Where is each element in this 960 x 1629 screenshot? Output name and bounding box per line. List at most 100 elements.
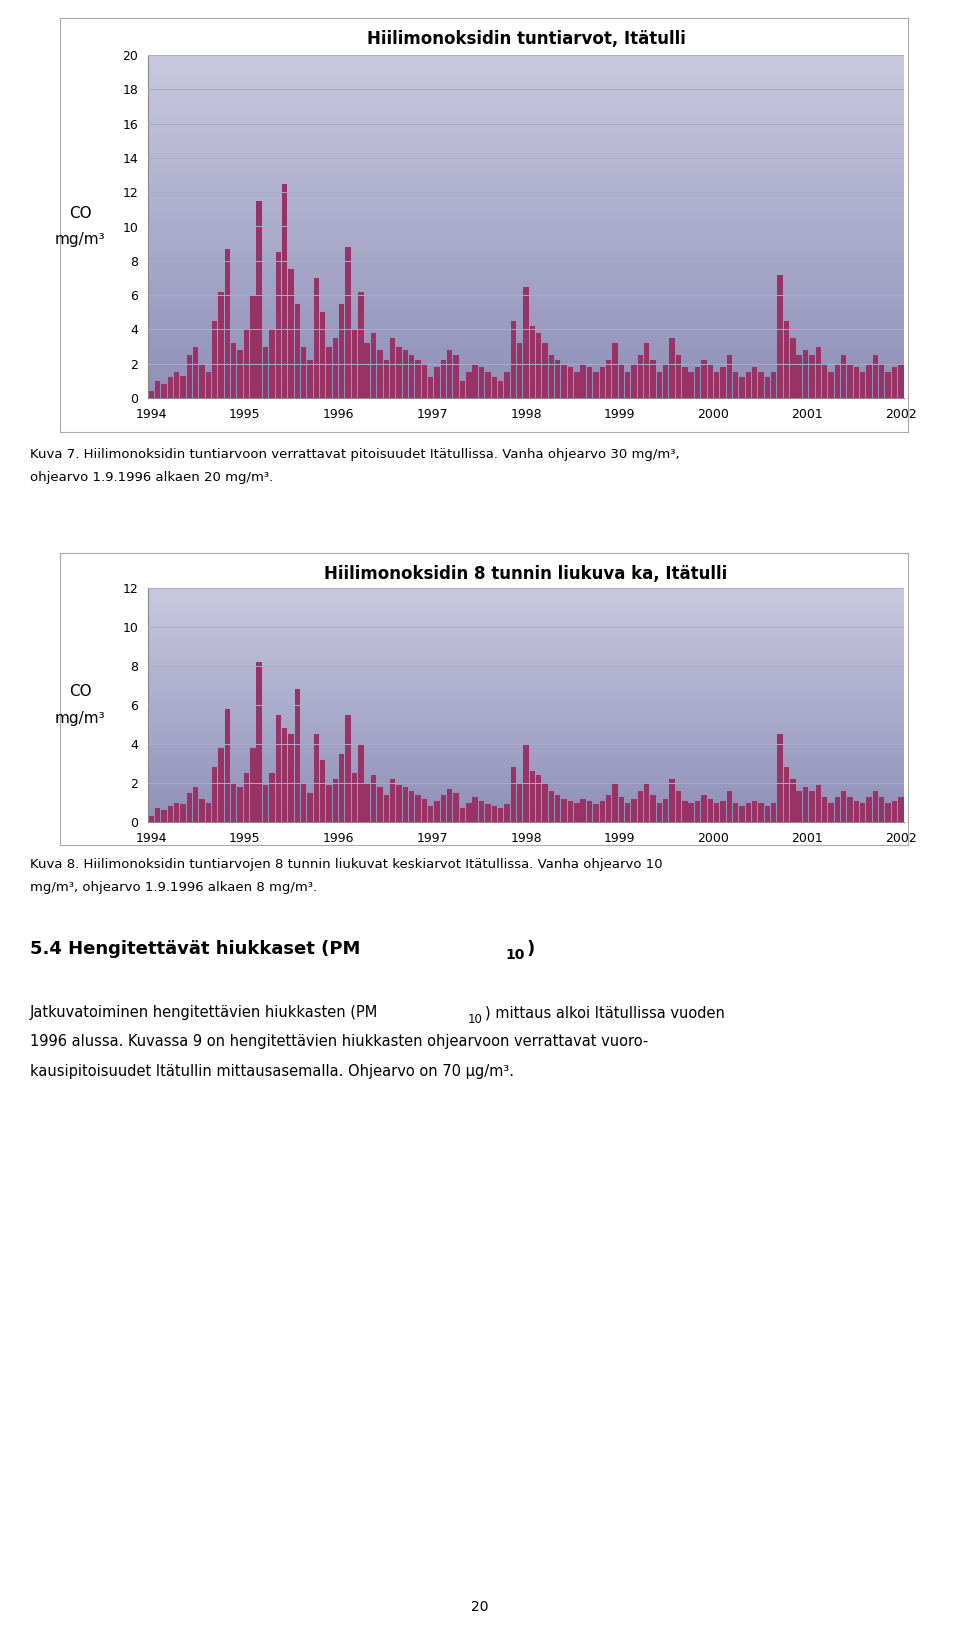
Bar [168,378,173,397]
Bar [225,249,230,397]
Bar [346,248,350,397]
Bar [600,800,605,823]
Bar [193,787,199,823]
Bar [276,715,281,823]
Bar [416,795,420,823]
Bar [739,378,745,397]
Bar [409,790,415,823]
Bar [593,373,599,397]
Bar [237,350,243,397]
Bar [732,373,738,397]
Bar [511,321,516,397]
Bar [841,355,847,397]
Bar [618,797,624,823]
Bar [295,303,300,397]
Bar [434,800,440,823]
Bar [688,373,694,397]
Bar [231,784,236,823]
Bar [485,805,491,823]
Bar [434,367,440,397]
Bar [149,816,154,823]
Bar [453,355,459,397]
Bar [200,363,204,397]
Bar [899,363,903,397]
Bar [637,790,643,823]
Bar [866,363,872,397]
Bar [873,355,878,397]
Bar [428,378,433,397]
Bar [816,785,821,823]
Bar [428,806,433,823]
Bar [339,754,345,823]
Bar [701,360,707,397]
Bar [200,798,204,823]
Bar [447,350,452,397]
Bar [567,367,573,397]
Bar [300,784,306,823]
Text: 10: 10 [505,948,524,963]
Bar [269,774,275,823]
Text: CO: CO [69,205,91,222]
Bar [326,785,332,823]
Text: ohjearvo 1.9.1996 alkaen 20 mg/m³.: ohjearvo 1.9.1996 alkaen 20 mg/m³. [30,471,274,484]
Bar [758,803,764,823]
Text: 10: 10 [468,1013,483,1026]
Bar [282,728,287,823]
Bar [625,803,631,823]
Bar [225,709,230,823]
Bar [314,279,319,397]
Bar [485,373,491,397]
Text: 20: 20 [471,1600,489,1614]
Bar [467,803,471,823]
Bar [193,347,199,397]
Bar [618,363,624,397]
Bar [574,803,580,823]
Bar [885,803,891,823]
Bar [460,808,466,823]
Bar [567,800,573,823]
Bar [892,367,898,397]
Bar [168,806,173,823]
Bar [244,329,250,397]
Bar [695,367,700,397]
Bar [797,790,802,823]
Bar [644,344,649,397]
Bar [472,363,478,397]
Bar [746,803,751,823]
Bar [371,332,376,397]
Bar [695,800,700,823]
Bar [174,803,180,823]
Bar [587,800,592,823]
Bar [174,373,180,397]
Text: Hiilimonoksidin 8 tunnin liukuva ka, Itätulli: Hiilimonoksidin 8 tunnin liukuva ka, Itä… [324,565,728,583]
Bar [625,373,631,397]
Text: Kuva 8. Hiilimonoksidin tuntiarvojen 8 tunnin liukuvat keskiarvot Itätullissa. V: Kuva 8. Hiilimonoksidin tuntiarvojen 8 t… [30,858,662,872]
Bar [441,360,446,397]
Bar [212,321,217,397]
Bar [790,337,796,397]
Bar [351,329,357,397]
Bar [860,803,865,823]
Bar [848,797,852,823]
Bar [612,784,617,823]
Bar [562,798,566,823]
Bar [637,355,643,397]
Text: mg/m³, ohjearvo 1.9.1996 alkaen 8 mg/m³.: mg/m³, ohjearvo 1.9.1996 alkaen 8 mg/m³. [30,881,317,894]
Bar [600,367,605,397]
Bar [504,805,510,823]
Bar [365,344,370,397]
Bar [390,779,396,823]
Bar [371,775,376,823]
Bar [402,350,408,397]
Bar [460,381,466,397]
Bar [720,367,726,397]
Bar [892,800,898,823]
Bar [492,378,497,397]
Bar [797,355,802,397]
Bar [390,337,396,397]
Bar [276,252,281,397]
Bar [632,363,636,397]
Bar [479,800,484,823]
Bar [803,787,808,823]
Bar [752,800,757,823]
